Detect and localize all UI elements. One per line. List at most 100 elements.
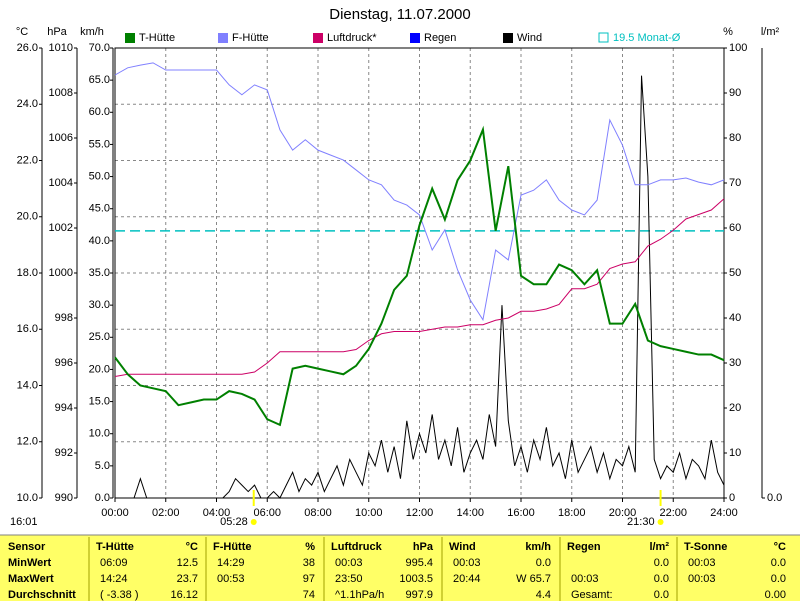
cell-time: 00:03 <box>453 557 481 569</box>
y-tick-label: 14.0 <box>17 379 38 391</box>
y-tick-label: 40 <box>729 312 741 324</box>
y-tick-label: 0 <box>729 492 735 504</box>
y-tick-label: 10.0 <box>17 492 38 504</box>
x-tick-label: 06:00 <box>253 507 281 519</box>
legend-label: T-Hütte <box>139 32 175 44</box>
y-tick-label: 1008 <box>49 87 73 99</box>
chart-title: Dienstag, 11.07.2000 <box>329 6 471 23</box>
x-tick-label: 00:00 <box>101 507 129 519</box>
y-tick-label: 30 <box>729 357 741 369</box>
column-unit: °C <box>774 541 786 553</box>
y-tick-label: 1004 <box>49 177 73 189</box>
x-tick-label: 20:00 <box>609 507 637 519</box>
series-line <box>114 198 725 377</box>
column-unit: hPa <box>413 541 434 553</box>
y-tick-label: 26.0 <box>17 42 38 54</box>
cell-value: 1003.5 <box>399 573 433 585</box>
legend-swatch <box>598 32 609 43</box>
column-unit: l/m² <box>649 541 669 553</box>
legend-swatch <box>503 33 513 43</box>
y-tick-label: 12.0 <box>17 436 38 448</box>
series-line <box>115 75 725 499</box>
column-header: T-Hütte <box>96 541 134 553</box>
x-tick-label: 10:00 <box>355 507 383 519</box>
y-tick-label: 990 <box>55 492 73 504</box>
y-tick-label: 20 <box>729 402 741 414</box>
cell-time: 00:03 <box>688 573 716 585</box>
y-tick-label: 55.0 <box>89 138 110 150</box>
cell-time: ( -3.38 ) <box>100 589 139 601</box>
y-tick-label: 60.0 <box>89 106 110 118</box>
column-header: Sensor <box>8 541 46 553</box>
cell-value: 997.9 <box>405 589 433 601</box>
legend-label: Luftdruck* <box>327 32 377 44</box>
x-tick-label: 02:00 <box>152 507 180 519</box>
cell-value: 0.0 <box>654 557 669 569</box>
row-label: MaxWert <box>8 573 54 585</box>
y-tick-label: 1000 <box>49 267 73 279</box>
cell-value: 4.4 <box>536 589 551 601</box>
x-tick-label: 04:00 <box>203 507 231 519</box>
cell-time: 14:29 <box>217 557 245 569</box>
cell-time: 00:53 <box>217 573 245 585</box>
y-tick-label: 20.0 <box>17 211 38 223</box>
column-header: T-Sonne <box>684 541 727 553</box>
axis-label: l/m² <box>761 26 780 38</box>
y-tick-label: 0.0 <box>767 492 782 504</box>
cell-value: 0.0 <box>654 589 669 601</box>
legend-label: Regen <box>424 32 456 44</box>
y-tick-label: 16.0 <box>17 323 38 335</box>
y-tick-label: 10 <box>729 447 741 459</box>
y-tick-label: 998 <box>55 312 73 324</box>
column-unit: km/h <box>525 541 551 553</box>
cell-value: 995.4 <box>405 557 433 569</box>
series-line <box>114 62 725 322</box>
y-tick-label: 18.0 <box>17 267 38 279</box>
y-tick-label: 24.0 <box>17 98 38 110</box>
table-background <box>0 535 800 601</box>
cell-value: 16.12 <box>170 589 198 601</box>
y-tick-label: 30.0 <box>89 299 110 311</box>
y-tick-label: 15.0 <box>89 395 110 407</box>
y-tick-label: 35.0 <box>89 267 110 279</box>
y-tick-label: 80 <box>729 132 741 144</box>
column-header: F-Hütte <box>213 541 252 553</box>
cell-value: 0.0 <box>771 573 786 585</box>
y-tick-label: 90 <box>729 87 741 99</box>
y-tick-label: 65.0 <box>89 74 110 86</box>
cell-time: Gesamt: <box>571 589 613 601</box>
y-tick-label: 70.0 <box>89 42 110 54</box>
y-tick-label: 1010 <box>49 42 73 54</box>
updated-time: 16:01 <box>10 516 38 528</box>
legend-label: F-Hütte <box>232 32 269 44</box>
axis-label: hPa <box>47 26 67 38</box>
column-header: Regen <box>567 541 601 553</box>
row-label: MinWert <box>8 557 52 569</box>
y-tick-label: 996 <box>55 357 73 369</box>
cell-time: 00:03 <box>335 557 363 569</box>
y-tick-label: 22.0 <box>17 154 38 166</box>
cell-value: 0.0 <box>654 573 669 585</box>
x-tick-label: 08:00 <box>304 507 332 519</box>
y-tick-label: 994 <box>55 402 73 414</box>
x-tick-label: 22:00 <box>659 507 687 519</box>
column-header: Wind <box>449 541 476 553</box>
y-tick-label: 60 <box>729 222 741 234</box>
cell-value: 0.00 <box>765 589 786 601</box>
y-tick-label: 20.0 <box>89 363 110 375</box>
y-tick-label: 25.0 <box>89 331 110 343</box>
marker-label: 21:30 <box>627 516 655 528</box>
x-tick-label: 18:00 <box>558 507 586 519</box>
y-tick-label: 40.0 <box>89 235 110 247</box>
cell-time: 00:03 <box>688 557 716 569</box>
column-unit: °C <box>186 541 198 553</box>
cell-time: 23:50 <box>335 573 363 585</box>
cell-value: 38 <box>303 557 315 569</box>
legend-swatch <box>410 33 420 43</box>
cell-value: 0.0 <box>771 557 786 569</box>
cell-value: 97 <box>303 573 315 585</box>
axis-label: km/h <box>80 26 104 38</box>
legend-swatch <box>313 33 323 43</box>
